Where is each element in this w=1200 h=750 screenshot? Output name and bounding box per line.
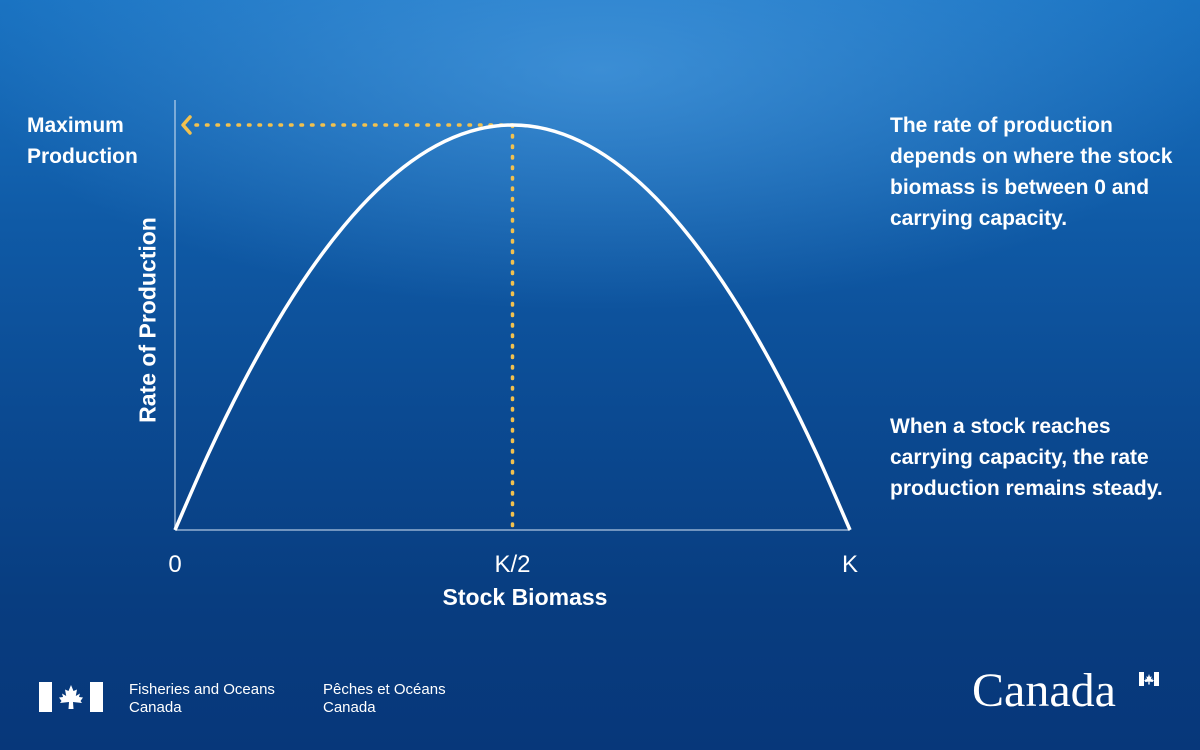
department-name-french: Pêches et Océans Canada bbox=[323, 681, 446, 717]
canada-flag-icon bbox=[39, 682, 103, 712]
canada-wordmark: Canada bbox=[972, 664, 1116, 717]
y-axis-label: Rate of Production bbox=[134, 217, 161, 423]
max-production-label: Maximum Production bbox=[27, 114, 138, 168]
x-tick-label: 0 bbox=[168, 551, 181, 578]
production-curve bbox=[173, 123, 852, 531]
wordmark-flag-icon bbox=[1139, 672, 1159, 686]
department-name-french-line2: Canada bbox=[323, 699, 376, 716]
department-name-english: Fisheries and Oceans Canada bbox=[129, 681, 275, 717]
x-axis-label: Stock Biomass bbox=[442, 584, 608, 610]
production-rate-note: The rate of production depends on where … bbox=[890, 114, 1173, 230]
department-name-english-line1: Fisheries and Oceans bbox=[129, 681, 275, 698]
department-name-english-line2: Canada bbox=[129, 699, 182, 716]
x-tick-label: K/2 bbox=[494, 551, 530, 578]
max-production-arrowhead bbox=[181, 115, 192, 135]
carrying-capacity-note: When a stock reaches carrying capacity, … bbox=[890, 415, 1163, 500]
x-tick-labels: 0 K/2 K bbox=[168, 551, 858, 578]
x-tick-label: K bbox=[842, 551, 858, 578]
department-name-french-line1: Pêches et Océans bbox=[323, 681, 446, 698]
